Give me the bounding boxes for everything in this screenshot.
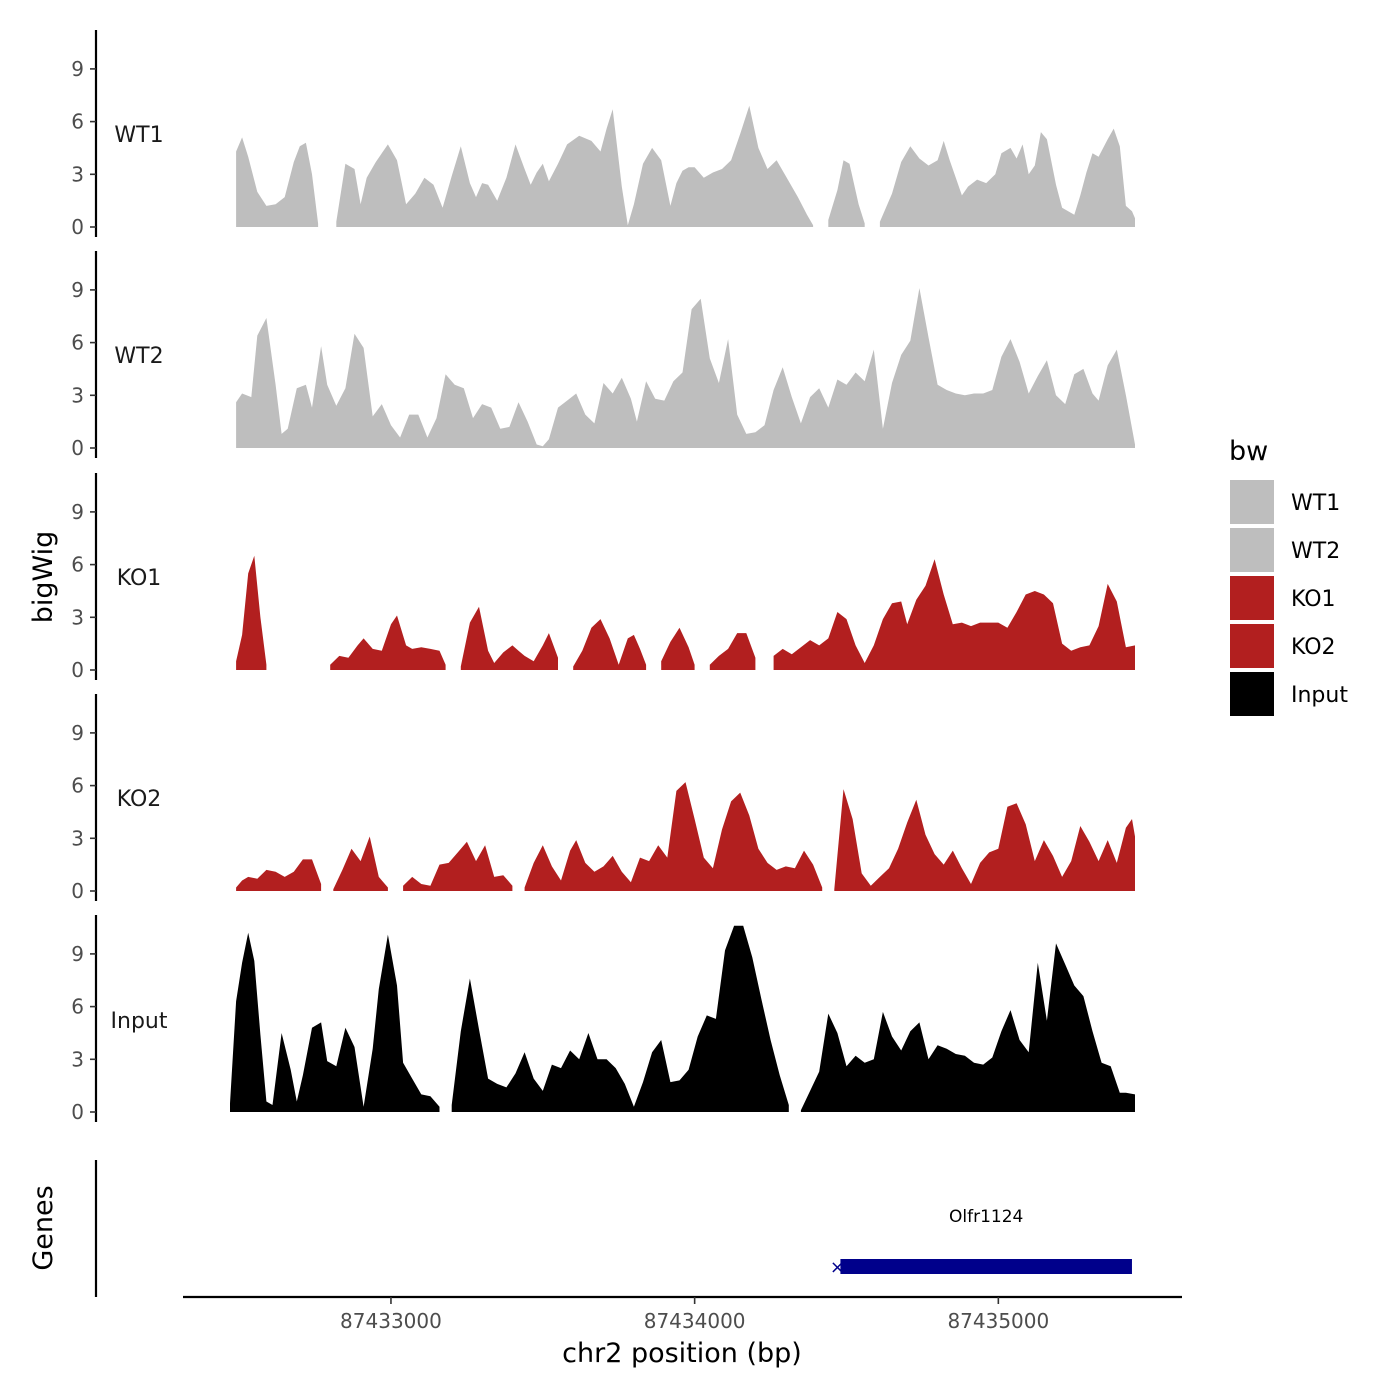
y-tick-label: 3 [71,162,84,186]
area-ko2 [403,841,513,891]
area-ko1 [330,615,446,670]
legend-item-wt1: WT1 [1230,480,1340,524]
legend-swatch [1230,480,1274,524]
area-wt1 [879,128,1135,227]
track-label-ko2: KO2 [117,787,162,812]
y-tick-label: 6 [71,774,84,798]
x-tick-label: 87433000 [340,1309,442,1333]
y-tick-label: 6 [71,331,84,355]
legend-label: WT2 [1291,539,1340,564]
tracks-panel: 0 3 6 9 WT1 0 3 6 9 WT2 0 3 6 9 KO1 0 3 6 9 KO2 0 3 6 9 Input [71,30,1136,1124]
x-axis-label: chr2 position (bp) [562,1338,802,1369]
track-wt2: 0 3 6 9 WT2 [71,251,1136,460]
legend-swatch [1230,528,1274,572]
area-input [451,925,789,1112]
legend-item-input: Input [1230,672,1348,716]
genes-axis-label: Genes [28,1185,59,1270]
x-axis: 87433000 87434000 87435000 [183,1295,1182,1333]
y-tick-label: 6 [71,553,84,577]
y-tick-label: 0 [71,436,84,460]
x-tick-label: 87434000 [644,1309,746,1333]
gene-body [840,1259,1132,1274]
area-wt1 [336,105,814,227]
area-ko2 [834,789,1135,891]
y-tick-label: 3 [71,605,84,629]
track-label-wt1: WT1 [114,123,163,148]
area-ko1 [236,555,267,670]
y-tick-label: 6 [71,995,84,1019]
y-tick-label: 3 [71,383,84,407]
track-ko2: 0 3 6 9 KO2 [71,694,1135,903]
legend-label: Input [1291,683,1348,708]
y-axis-label: bigWig [28,531,59,624]
y-tick-label: 6 [71,110,84,134]
y-tick-label: 0 [71,215,84,239]
y-tick-label: 3 [71,826,84,850]
y-tick-label: 9 [71,278,84,302]
genes-panel: × Olfr1124 [94,1160,1132,1297]
area-ko1 [460,606,558,670]
y-tick-label: 0 [71,879,84,903]
area-input [800,943,1135,1112]
legend-title: bw [1229,436,1268,467]
gene-label: Olfr1124 [949,1207,1023,1227]
area-ko1 [773,559,1135,670]
y-tick-label: 0 [71,658,84,682]
legend-label: KO1 [1291,587,1336,612]
area-ko2 [524,782,823,891]
area-input [230,932,440,1112]
legend-swatch [1230,672,1274,716]
area-ko2 [236,859,322,891]
y-tick-label: 3 [71,1047,84,1071]
track-label-wt2: WT2 [114,344,163,369]
area-ko1 [709,633,756,670]
legend-swatch [1230,624,1274,668]
legend-swatch [1230,576,1274,620]
y-tick-label: 0 [71,1100,84,1124]
track-input: 0 3 6 9 Input [71,915,1135,1124]
y-tick-label: 9 [71,57,84,81]
x-tick-label: 87435000 [947,1309,1049,1333]
y-tick-label: 9 [71,942,84,966]
area-wt1 [828,160,865,227]
area-ko1 [573,619,647,670]
track-ko1: 0 3 6 9 KO1 [71,473,1135,682]
track-wt1: 0 3 6 9 WT1 [71,30,1135,239]
legend-item-ko2: KO2 [1230,624,1336,668]
area-ko1 [661,627,695,670]
legend-label: WT1 [1291,491,1340,516]
gene-strand-marker: × [830,1257,845,1278]
y-tick-label: 9 [71,500,84,524]
legend-label: KO2 [1291,635,1336,660]
legend: bw WT1 WT2 KO1 KO2 Input [1229,436,1348,716]
area-ko2 [333,836,388,891]
area-wt2 [236,288,1136,448]
legend-item-wt2: WT2 [1230,528,1340,572]
track-label-input: Input [111,1009,168,1034]
track-label-ko1: KO1 [117,566,162,591]
y-tick-label: 9 [71,721,84,745]
legend-item-ko1: KO1 [1230,576,1336,620]
area-wt1 [236,137,319,227]
